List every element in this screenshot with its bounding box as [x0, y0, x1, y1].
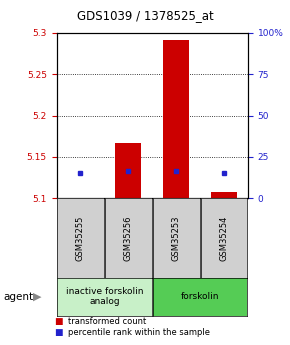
Text: ■: ■ [54, 328, 62, 337]
Bar [211, 192, 237, 198]
Bar [163, 40, 189, 198]
Text: transformed count: transformed count [68, 317, 146, 326]
Text: GSM35255: GSM35255 [76, 215, 85, 261]
Text: ■: ■ [54, 317, 62, 326]
Text: GSM35256: GSM35256 [124, 215, 133, 261]
Text: ▶: ▶ [33, 292, 42, 302]
Text: forskolin: forskolin [181, 292, 219, 301]
Text: agent: agent [3, 292, 33, 302]
Text: inactive forskolin
analog: inactive forskolin analog [66, 287, 143, 306]
Text: GSM35253: GSM35253 [172, 215, 181, 261]
Text: GDS1039 / 1378525_at: GDS1039 / 1378525_at [77, 9, 213, 22]
Text: percentile rank within the sample: percentile rank within the sample [68, 328, 210, 337]
Text: GSM35254: GSM35254 [220, 215, 229, 261]
Bar [115, 143, 142, 198]
